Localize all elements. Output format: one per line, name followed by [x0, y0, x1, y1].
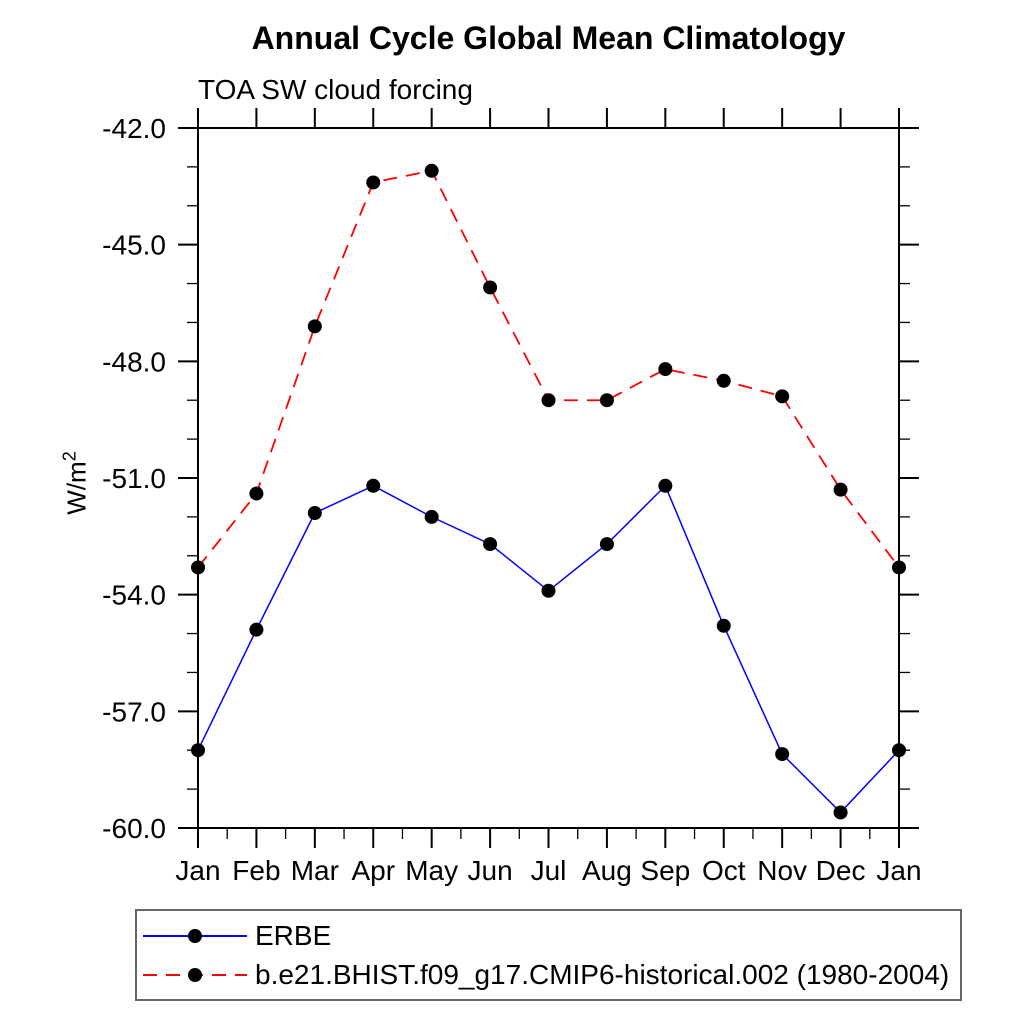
series-0-data-point [249, 622, 264, 637]
series-0-data-point [716, 618, 731, 633]
series-1-data-point [366, 175, 381, 190]
series-1-data-point [658, 362, 673, 377]
x-tick-label: Jun [468, 855, 513, 886]
series-1-data-point [249, 486, 264, 501]
y-tick-label: -45.0 [102, 230, 166, 261]
series-1-data-point [833, 482, 848, 497]
legend-sample-model [143, 967, 247, 982]
series-0-data-point [599, 537, 614, 552]
series-1-data-point [892, 560, 906, 575]
series-1-data-point [191, 560, 205, 575]
chart-title: Annual Cycle Global Mean Climatology [251, 20, 846, 56]
series-1-data-point [599, 393, 614, 408]
series-0-data-point [541, 583, 556, 598]
legend-marker-dot-icon [188, 967, 202, 982]
x-tick-label: Feb [232, 855, 280, 886]
x-tick-label: Jul [531, 855, 567, 886]
legend-label-model: b.e21.BHIST.f09_g17.CMIP6-historical.002… [255, 958, 950, 990]
x-tick-label: May [405, 855, 458, 886]
x-tick-label: Dec [816, 855, 866, 886]
series-1-data-point [775, 389, 790, 404]
x-tick-label: Jan [876, 855, 921, 886]
series-1-data-point [541, 393, 556, 408]
x-tick-label: Jan [175, 855, 220, 886]
legend-row-erbe: ERBE [141, 919, 960, 951]
series-1-line [197, 169, 900, 569]
plot-frame [197, 127, 900, 829]
y-tick-label: -42.0 [102, 113, 166, 144]
x-tick-label: Nov [757, 855, 807, 886]
x-tick-label: Sep [640, 855, 690, 886]
series-0-data-point [424, 509, 439, 524]
series-1-data-point [483, 280, 498, 295]
y-tick-label: -54.0 [102, 580, 166, 611]
y-tick-label: -57.0 [102, 696, 166, 727]
series-1-data-point [716, 373, 731, 388]
series-0-line [197, 484, 900, 814]
series-0-data-point [892, 743, 906, 758]
legend: ERBE b.e21.BHIST.f09_g17.CMIP6-historica… [135, 909, 962, 1001]
chart-subtitle: TOA SW cloud forcing [198, 74, 473, 105]
legend-label-erbe: ERBE [255, 919, 332, 951]
y-tick-label: -51.0 [102, 463, 166, 494]
series-0-data-point [775, 747, 790, 762]
series-0-data-point [366, 478, 381, 493]
x-tick-label: Apr [351, 855, 395, 886]
series-0-data-point [658, 478, 673, 493]
y-tick-label: -48.0 [102, 346, 166, 377]
series-0-data-point [833, 805, 848, 820]
x-tick-label: Mar [291, 855, 339, 886]
legend-marker-dot-icon [188, 928, 202, 943]
y-tick-label: -60.0 [102, 813, 166, 844]
series-1-data-point [307, 319, 322, 334]
series-0-data-point [191, 743, 205, 758]
legend-row-model: b.e21.BHIST.f09_g17.CMIP6-historical.002… [141, 958, 960, 990]
series-1-data-point [424, 163, 439, 178]
series-0-data-point [307, 506, 322, 520]
x-tick-label: Aug [582, 855, 632, 886]
legend-sample-erbe [143, 928, 247, 943]
series-0-data-point [483, 537, 498, 552]
x-tick-label: Oct [702, 855, 746, 886]
